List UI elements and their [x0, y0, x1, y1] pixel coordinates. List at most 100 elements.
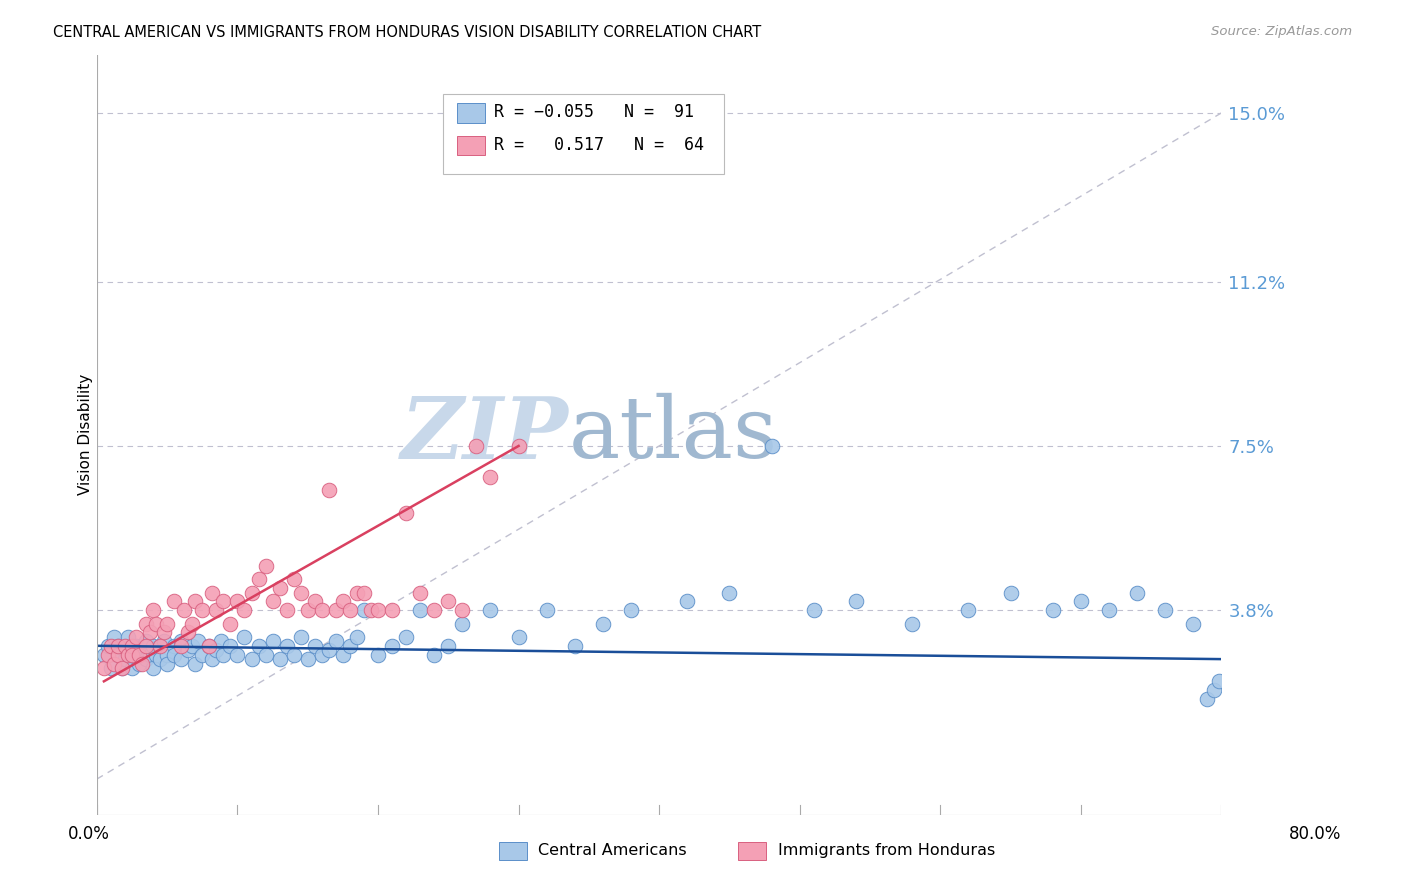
Point [718, 585, 741, 599]
Point [508, 439, 530, 453]
Point [283, 648, 305, 662]
Point [149, 639, 172, 653]
Point [1098, 603, 1121, 617]
Point [325, 634, 347, 648]
Point [128, 657, 150, 671]
Point [219, 639, 242, 653]
Point [437, 639, 460, 653]
Point [142, 639, 165, 653]
Point [184, 657, 207, 671]
Point [226, 594, 249, 608]
Point [173, 603, 195, 617]
Point [381, 639, 404, 653]
Point [262, 594, 284, 608]
Point [163, 594, 186, 608]
Point [212, 648, 235, 662]
Point [290, 630, 312, 644]
Y-axis label: Vision Disability: Vision Disability [79, 375, 93, 495]
Point [311, 648, 333, 662]
Point [131, 657, 153, 671]
Point [233, 630, 256, 644]
Point [451, 603, 474, 617]
Point [353, 585, 375, 599]
Text: 80.0%: 80.0% [1288, 825, 1341, 843]
Point [346, 585, 368, 599]
Point [149, 639, 172, 653]
Point [1182, 616, 1205, 631]
Point [269, 652, 291, 666]
Point [163, 639, 186, 653]
Point [803, 603, 825, 617]
Point [346, 630, 368, 644]
Point [97, 648, 120, 662]
Point [353, 603, 375, 617]
Point [325, 603, 347, 617]
Point [845, 594, 868, 608]
Point [121, 639, 143, 653]
Point [107, 639, 129, 653]
Point [592, 616, 614, 631]
Point [332, 594, 354, 608]
Point [139, 648, 162, 662]
Point [145, 616, 167, 631]
Point [465, 439, 488, 453]
Point [184, 594, 207, 608]
Point [620, 603, 643, 617]
Point [451, 616, 474, 631]
Point [437, 594, 460, 608]
Point [181, 639, 204, 653]
Point [367, 603, 389, 617]
Point [367, 648, 389, 662]
Point [177, 643, 200, 657]
Point [409, 585, 432, 599]
Point [132, 639, 155, 653]
Point [145, 648, 167, 662]
Point [114, 639, 136, 653]
Point [181, 616, 204, 631]
Point [191, 603, 214, 617]
Point [240, 585, 263, 599]
Point [135, 639, 157, 653]
Point [247, 572, 270, 586]
Point [290, 585, 312, 599]
Point [125, 639, 148, 653]
Point [107, 648, 129, 662]
Point [339, 639, 361, 653]
Point [409, 603, 432, 617]
Point [311, 603, 333, 617]
Point [209, 634, 232, 648]
Point [901, 616, 924, 631]
Point [479, 603, 502, 617]
Point [205, 603, 228, 617]
Point [125, 630, 148, 644]
Point [121, 661, 143, 675]
Point [139, 625, 162, 640]
Text: atlas: atlas [569, 393, 779, 476]
Point [360, 603, 382, 617]
Point [219, 616, 242, 631]
Point [1197, 692, 1219, 706]
Point [233, 603, 256, 617]
Point [107, 639, 129, 653]
Text: Immigrants from Honduras: Immigrants from Honduras [778, 843, 995, 857]
Point [1154, 603, 1177, 617]
Point [100, 661, 122, 675]
Point [297, 603, 319, 617]
Point [332, 648, 354, 662]
Point [339, 603, 361, 617]
Text: R = −0.055   N =  91: R = −0.055 N = 91 [494, 103, 693, 121]
Point [142, 603, 165, 617]
Point [395, 630, 418, 644]
Point [381, 603, 404, 617]
Point [269, 581, 291, 595]
Point [128, 648, 150, 662]
Point [395, 506, 418, 520]
Text: CENTRAL AMERICAN VS IMMIGRANTS FROM HONDURAS VISION DISABILITY CORRELATION CHART: CENTRAL AMERICAN VS IMMIGRANTS FROM HOND… [53, 25, 762, 40]
Point [423, 648, 446, 662]
Point [170, 639, 193, 653]
Point [1000, 585, 1022, 599]
Point [117, 648, 139, 662]
Point [135, 652, 157, 666]
Point [297, 652, 319, 666]
Point [212, 594, 235, 608]
